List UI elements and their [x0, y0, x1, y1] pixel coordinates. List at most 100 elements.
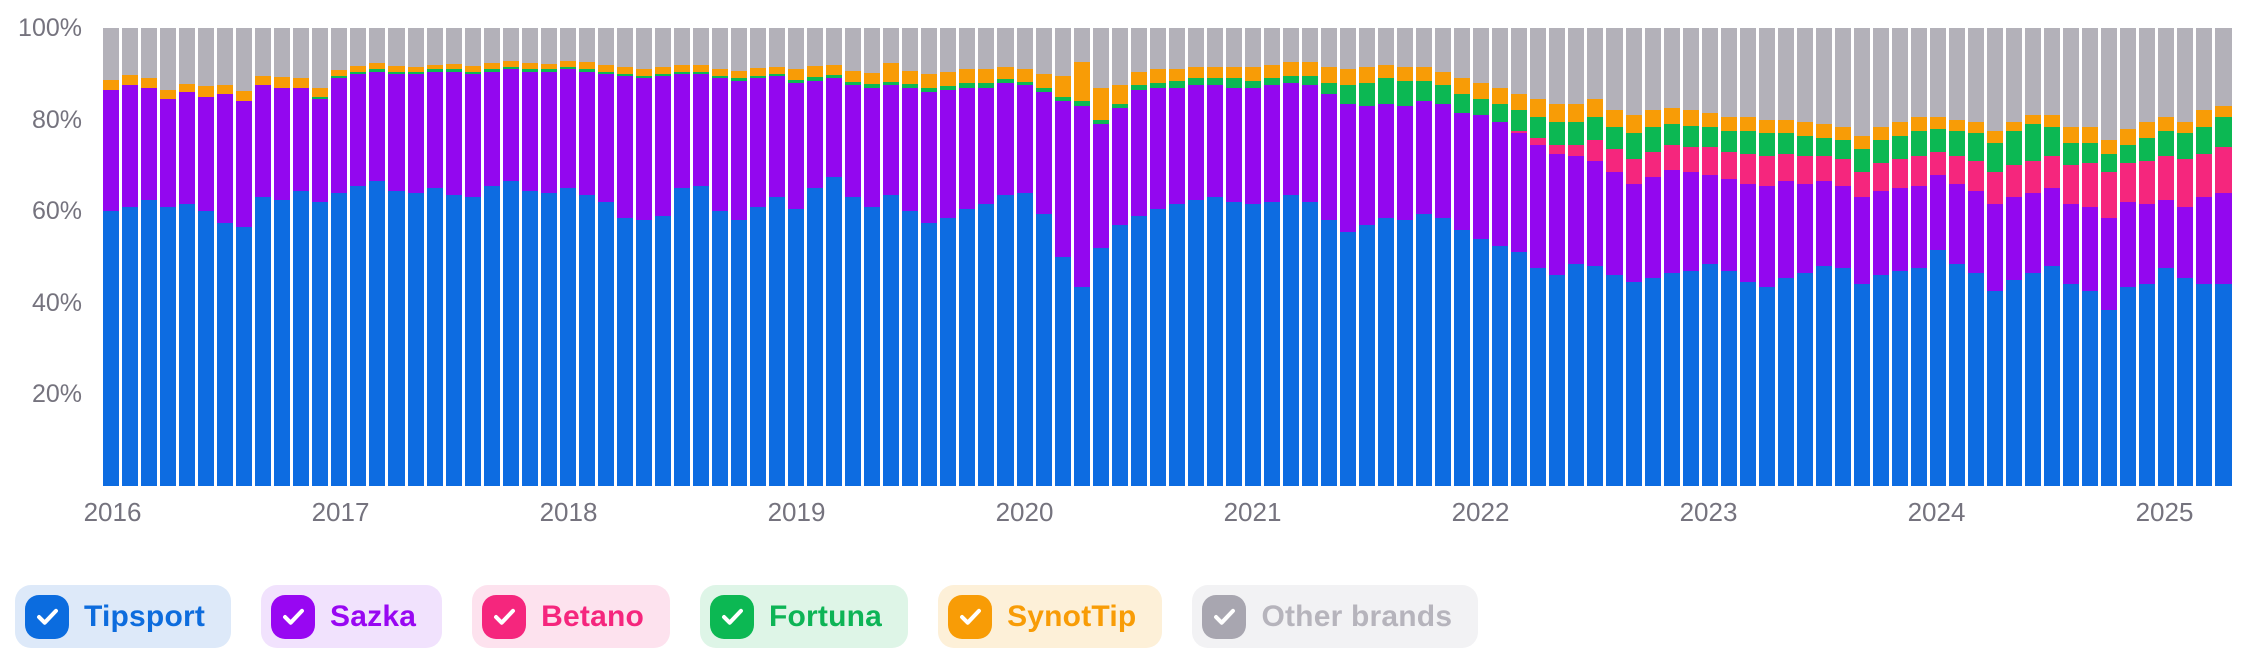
- bar-segment-synottip[interactable]: [103, 79, 120, 90]
- bar-segment-tipsport[interactable]: [673, 188, 690, 486]
- bar-segment-tipsport[interactable]: [1435, 218, 1452, 486]
- bar-segment-tipsport[interactable]: [1378, 218, 1395, 486]
- bar-segment-synottip[interactable]: [1930, 117, 1947, 129]
- bar-segment-other-brands[interactable]: [2044, 28, 2061, 116]
- bar-segment-tipsport[interactable]: [635, 220, 652, 486]
- bar-segment-tipsport[interactable]: [750, 206, 767, 486]
- bar-segment-sazka[interactable]: [1815, 181, 1832, 267]
- bar-segment-fortuna[interactable]: [1872, 140, 1889, 164]
- bar-segment-tipsport[interactable]: [1282, 195, 1299, 486]
- bar-segment-sazka[interactable]: [1968, 190, 1985, 274]
- bar-2016-10[interactable]: [274, 28, 291, 486]
- bar-segment-sazka[interactable]: [540, 71, 557, 193]
- bar-segment-tipsport[interactable]: [940, 218, 957, 486]
- bar-2018-02[interactable]: [578, 28, 595, 486]
- bar-segment-synottip[interactable]: [1720, 117, 1737, 132]
- bar-2021-11[interactable]: [1435, 28, 1452, 486]
- bar-segment-synottip[interactable]: [2044, 115, 2061, 127]
- bar-segment-tipsport[interactable]: [1606, 275, 1623, 486]
- bar-segment-other-brands[interactable]: [1397, 28, 1414, 67]
- bar-2022-03[interactable]: [1511, 28, 1528, 486]
- bar-segment-synottip[interactable]: [331, 70, 348, 77]
- bar-segment-tipsport[interactable]: [1663, 273, 1680, 486]
- bar-segment-tipsport[interactable]: [407, 192, 424, 486]
- bar-segment-fortuna[interactable]: [1530, 117, 1547, 138]
- bar-segment-fortuna[interactable]: [1549, 121, 1566, 145]
- bar-segment-fortuna[interactable]: [1606, 126, 1623, 150]
- bar-segment-tipsport[interactable]: [1930, 250, 1947, 486]
- bar-segment-tipsport[interactable]: [540, 192, 557, 486]
- bar-segment-fortuna[interactable]: [1511, 110, 1528, 132]
- bar-segment-other-brands[interactable]: [1225, 28, 1242, 67]
- bar-segment-sazka[interactable]: [217, 94, 234, 223]
- bar-segment-synottip[interactable]: [426, 64, 443, 70]
- bar-2018-10[interactable]: [731, 28, 748, 486]
- bar-segment-fortuna[interactable]: [1359, 82, 1376, 106]
- bar-segment-synottip[interactable]: [1263, 64, 1280, 79]
- bar-segment-sazka[interactable]: [2101, 218, 2118, 310]
- bar-segment-synottip[interactable]: [1910, 117, 1927, 132]
- bar-segment-synottip[interactable]: [1834, 126, 1851, 141]
- bar-segment-fortuna[interactable]: [1111, 103, 1128, 109]
- bar-segment-other-brands[interactable]: [1073, 28, 1090, 63]
- bar-segment-synottip[interactable]: [2215, 105, 2232, 118]
- bar-segment-fortuna[interactable]: [1073, 101, 1090, 106]
- bar-segment-synottip[interactable]: [673, 64, 690, 72]
- bar-segment-other-brands[interactable]: [750, 28, 767, 69]
- bar-2019-02[interactable]: [807, 28, 824, 486]
- bar-segment-fortuna[interactable]: [1340, 85, 1357, 104]
- bar-segment-fortuna[interactable]: [502, 66, 519, 70]
- bar-segment-sazka[interactable]: [1435, 103, 1452, 219]
- bar-segment-fortuna[interactable]: [1244, 80, 1261, 88]
- bar-segment-synottip[interactable]: [1853, 135, 1870, 150]
- bar-segment-synottip[interactable]: [2139, 121, 2156, 138]
- bar-segment-other-brands[interactable]: [712, 28, 729, 70]
- bar-segment-synottip[interactable]: [1891, 121, 1908, 136]
- bar-segment-other-brands[interactable]: [179, 28, 196, 84]
- bar-segment-synottip[interactable]: [692, 64, 709, 72]
- bar-segment-tipsport[interactable]: [1111, 224, 1128, 486]
- bar-segment-fortuna[interactable]: [1987, 142, 2004, 173]
- bar-segment-other-brands[interactable]: [331, 28, 348, 71]
- bar-segment-other-brands[interactable]: [807, 28, 824, 67]
- bar-segment-tipsport[interactable]: [1834, 268, 1851, 486]
- bar-segment-tipsport[interactable]: [1092, 247, 1109, 486]
- bar-segment-sazka[interactable]: [1739, 183, 1756, 283]
- bar-segment-fortuna[interactable]: [1644, 126, 1661, 152]
- bar-segment-sazka[interactable]: [1263, 85, 1280, 203]
- bar-segment-betano[interactable]: [1949, 156, 1966, 184]
- bar-segment-synottip[interactable]: [902, 70, 919, 85]
- bar-segment-synottip[interactable]: [921, 73, 938, 89]
- bar-segment-other-brands[interactable]: [597, 28, 614, 65]
- bar-segment-synottip[interactable]: [198, 86, 215, 97]
- bar-segment-synottip[interactable]: [1340, 69, 1357, 86]
- bar-2020-03[interactable]: [1054, 28, 1071, 486]
- bar-2021-06[interactable]: [1340, 28, 1357, 486]
- bar-segment-other-brands[interactable]: [236, 28, 253, 91]
- bar-segment-tipsport[interactable]: [388, 190, 405, 486]
- bar-segment-sazka[interactable]: [521, 71, 538, 191]
- legend-item-tipsport[interactable]: Tipsport: [15, 585, 232, 648]
- bar-segment-fortuna[interactable]: [883, 81, 900, 86]
- bar-segment-tipsport[interactable]: [2158, 268, 2175, 486]
- bar-segment-tipsport[interactable]: [331, 192, 348, 486]
- bar-segment-sazka[interactable]: [750, 78, 767, 207]
- bar-2019-04[interactable]: [845, 28, 862, 486]
- bar-2023-08[interactable]: [1834, 28, 1851, 486]
- bar-segment-sazka[interactable]: [2063, 204, 2080, 285]
- bar-2018-05[interactable]: [635, 28, 652, 486]
- bar-2019-11[interactable]: [978, 28, 995, 486]
- bar-segment-other-brands[interactable]: [883, 28, 900, 64]
- bar-segment-betano[interactable]: [1530, 137, 1547, 145]
- bar-segment-sazka[interactable]: [1720, 179, 1737, 271]
- bar-2017-04[interactable]: [388, 28, 405, 486]
- bar-2024-06[interactable]: [2025, 28, 2042, 486]
- bar-2021-05[interactable]: [1321, 28, 1338, 486]
- legend-checkbox-other[interactable]: [1202, 594, 1247, 639]
- bar-2016-03[interactable]: [141, 28, 158, 486]
- bar-segment-tipsport[interactable]: [1416, 213, 1433, 486]
- bar-segment-betano[interactable]: [1663, 144, 1680, 170]
- bar-segment-synottip[interactable]: [502, 61, 519, 67]
- bar-segment-fortuna[interactable]: [2120, 144, 2137, 164]
- bar-segment-tipsport[interactable]: [236, 227, 253, 486]
